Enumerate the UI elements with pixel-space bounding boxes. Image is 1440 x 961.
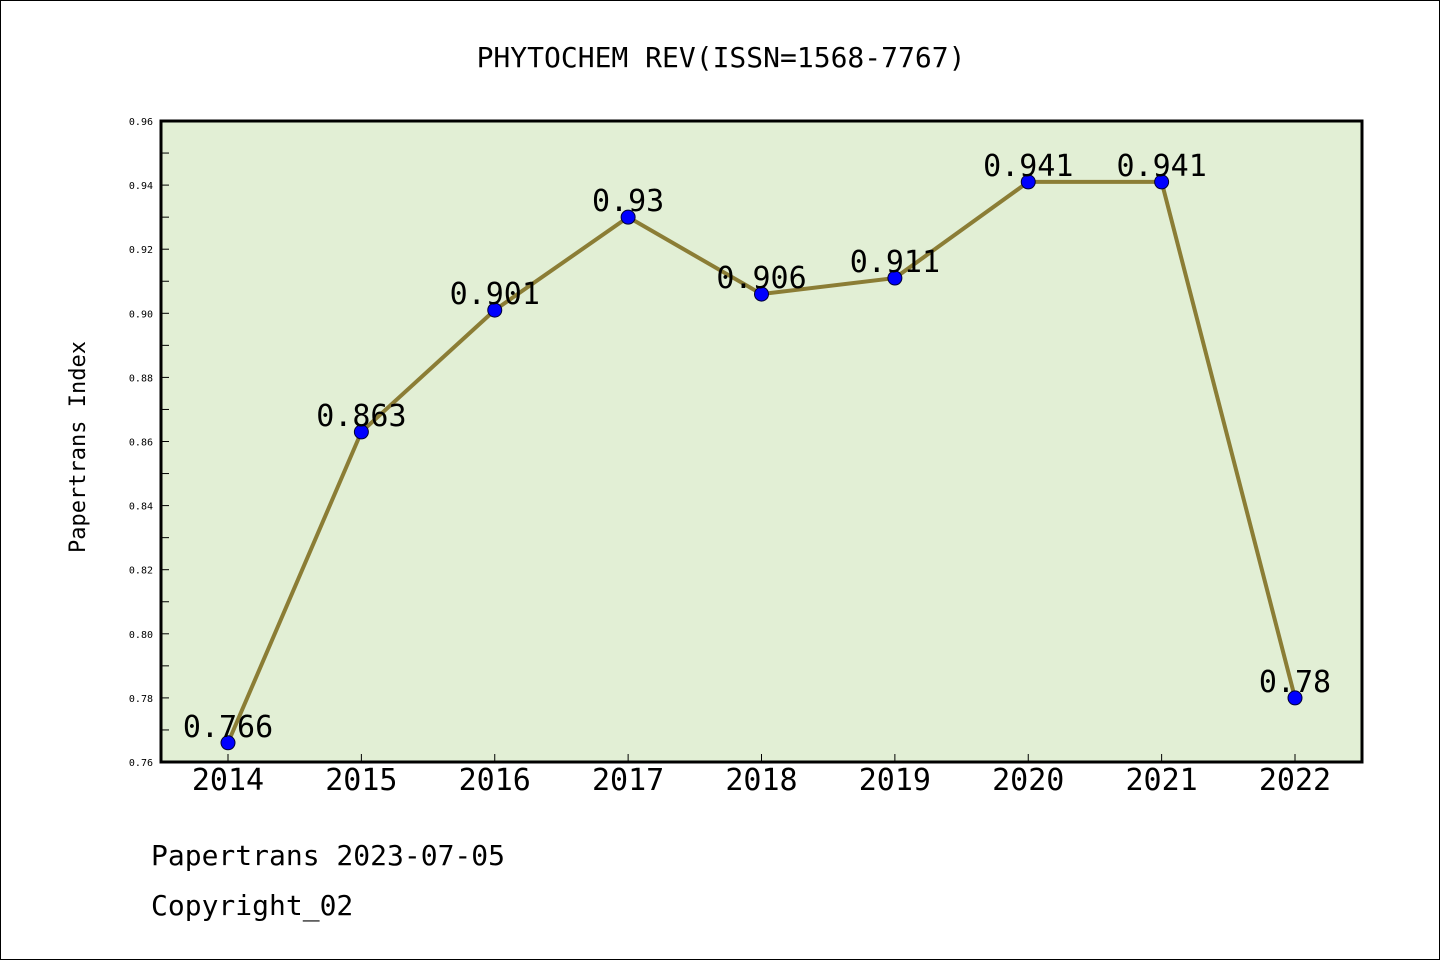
y-tick-label: 0.92 bbox=[129, 245, 153, 256]
y-tick-label: 0.80 bbox=[129, 630, 153, 641]
data-point bbox=[620, 209, 636, 225]
data-label: 0.941 bbox=[983, 149, 1073, 184]
y-tick-label: 0.86 bbox=[129, 438, 153, 449]
data-label: 0.906 bbox=[716, 261, 806, 296]
y-tick-label: 0.76 bbox=[129, 758, 153, 769]
plot-border bbox=[159, 119, 1364, 764]
data-label: 0.78 bbox=[1259, 665, 1331, 700]
x-tick-label: 2015 bbox=[325, 763, 397, 798]
data-point bbox=[1020, 174, 1036, 190]
data-point bbox=[220, 735, 236, 751]
data-label: 0.863 bbox=[316, 399, 406, 434]
data-label: 0.901 bbox=[450, 277, 540, 312]
x-tick-label: 2016 bbox=[459, 763, 531, 798]
y-tick-label: 0.78 bbox=[129, 694, 153, 705]
data-point bbox=[487, 302, 503, 318]
data-label: 0.93 bbox=[592, 184, 664, 219]
footer-date: Papertrans 2023-07-05 bbox=[151, 839, 505, 872]
y-tick-label: 0.82 bbox=[129, 566, 153, 577]
data-label: 0.766 bbox=[183, 710, 273, 745]
x-axis: 2014 2015 2016 2017 2018 2019 2020 2021 2022 bbox=[192, 754, 1331, 798]
x-tick-label: 2017 bbox=[592, 763, 664, 798]
y-axis-label: Papertrans Index bbox=[66, 341, 91, 553]
x-tick-label: 2021 bbox=[1126, 763, 1198, 798]
y-axis: 0.76 0.78 0.80 0.82 0.84 0.86 0.88 0.90 0.92 0.94… bbox=[129, 117, 169, 769]
y-tick-label: 0.84 bbox=[129, 502, 153, 513]
data-point bbox=[1287, 690, 1303, 706]
x-tick-label: 2018 bbox=[725, 763, 797, 798]
data-point bbox=[1154, 174, 1170, 190]
y-tick-label: 0.90 bbox=[129, 309, 153, 320]
plot-area bbox=[161, 121, 1362, 762]
y-tick-label: 0.94 bbox=[129, 181, 153, 192]
series-markers bbox=[220, 174, 1303, 751]
data-label: 0.911 bbox=[850, 245, 940, 280]
chart-title: PHYTOCHEM REV(ISSN=1568-7767) bbox=[477, 41, 966, 74]
x-tick-label: 2014 bbox=[192, 763, 264, 798]
data-label: 0.941 bbox=[1116, 149, 1206, 184]
data-point bbox=[887, 270, 903, 286]
x-tick-label: 2019 bbox=[859, 763, 931, 798]
y-tick-label: 0.96 bbox=[129, 117, 153, 128]
x-tick-label: 2020 bbox=[992, 763, 1064, 798]
footer-copyright: Copyright_02 bbox=[151, 889, 353, 923]
data-point bbox=[754, 286, 769, 302]
data-labels: 0.766 0.863 0.901 0.93 0.906 0.911 0.941 0.941 0… bbox=[183, 149, 1331, 745]
data-point bbox=[353, 424, 369, 440]
x-tick-label: 2022 bbox=[1259, 763, 1331, 798]
y-tick-label: 0.88 bbox=[129, 373, 153, 384]
